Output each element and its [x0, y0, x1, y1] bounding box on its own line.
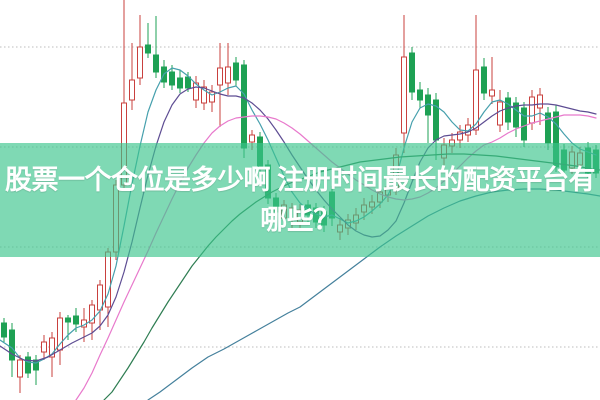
headline-line-2: 哪些？	[260, 205, 340, 235]
candle-body	[33, 359, 39, 371]
candle-body	[129, 79, 135, 101]
candle-body	[225, 66, 231, 84]
candle-body	[169, 71, 175, 86]
candle-body	[217, 67, 223, 86]
candle-body	[457, 131, 463, 141]
candle-body	[417, 89, 423, 101]
candle-body	[153, 54, 159, 73]
candle-body	[57, 317, 63, 351]
candle-body	[73, 315, 79, 325]
candle-body	[465, 124, 471, 136]
candle-body	[401, 56, 407, 134]
candle-body	[9, 329, 15, 361]
headline-banner: 股票一个仓位是多少啊 注册时间最长的配资平台有 哪些？	[0, 143, 600, 257]
candle-body	[65, 317, 71, 323]
candle-body	[409, 52, 415, 93]
candle-body	[529, 96, 535, 124]
candle-body	[193, 82, 199, 101]
candle-body	[177, 77, 183, 89]
headline-line-1: 股票一个仓位是多少啊 注册时间最长的配资平台有	[4, 165, 596, 195]
candle-body	[209, 91, 215, 103]
candle-body	[513, 102, 519, 128]
candle-body	[521, 107, 527, 141]
candle-body	[489, 89, 495, 97]
candle-body	[145, 44, 151, 54]
candle-body	[201, 86, 207, 104]
candle-body	[89, 304, 95, 324]
candle-body	[497, 101, 503, 126]
candle-body	[1, 322, 7, 338]
candle-body	[17, 359, 23, 378]
candle-body	[233, 62, 239, 81]
candle-body	[537, 94, 543, 109]
candle-body	[249, 134, 255, 143]
candle-body	[481, 66, 487, 94]
candle-body	[505, 97, 511, 123]
candle-body	[41, 341, 47, 353]
candle-body	[241, 64, 247, 149]
candle-body	[185, 76, 191, 89]
candle-body	[49, 337, 55, 358]
candle-body	[25, 356, 31, 374]
candle-body	[473, 69, 479, 131]
candle-body	[137, 46, 143, 79]
